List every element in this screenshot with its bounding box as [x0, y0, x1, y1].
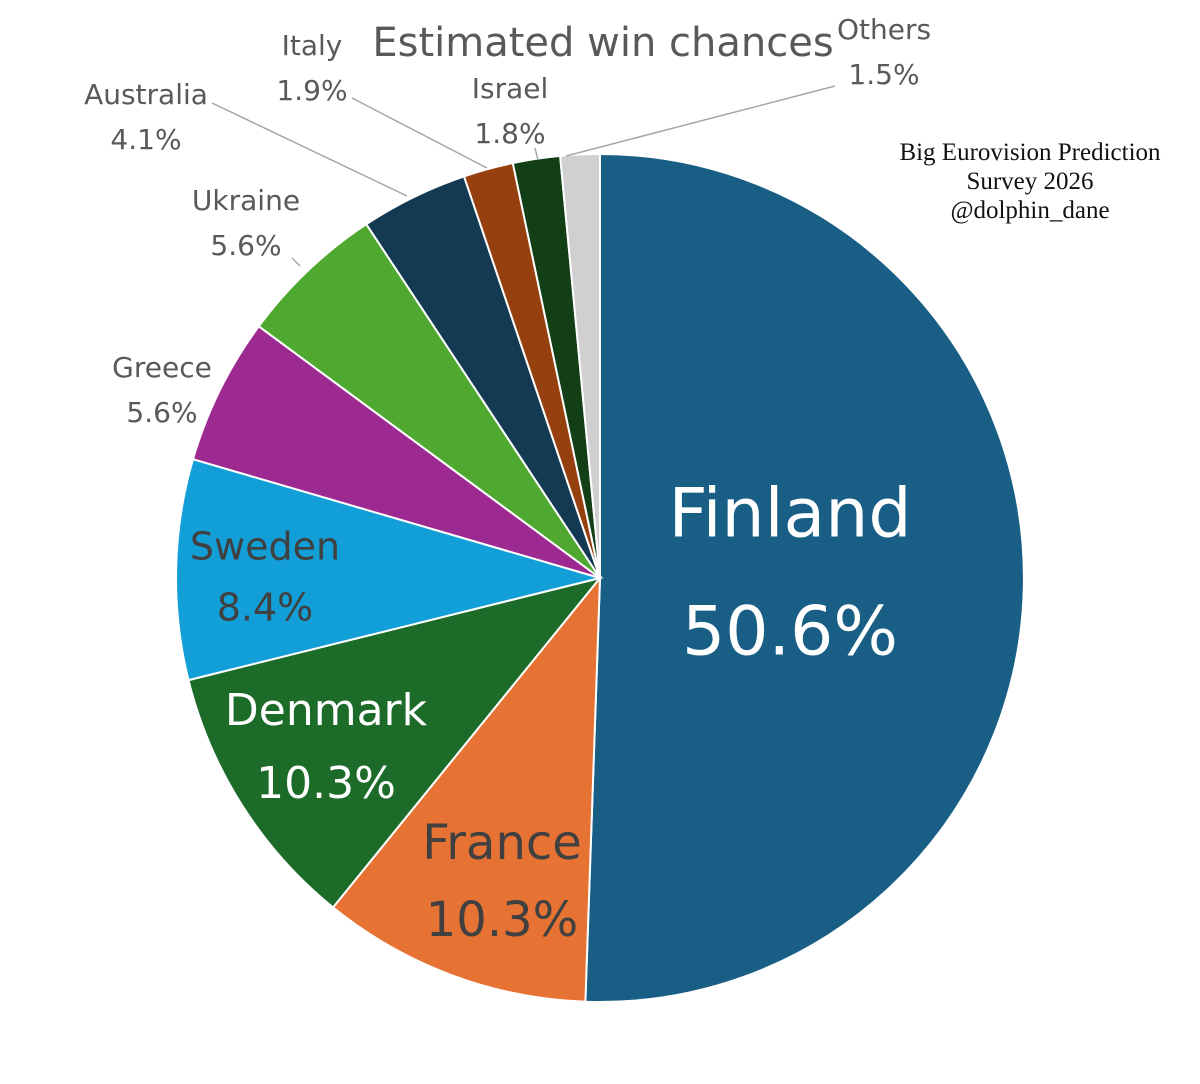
- leader-line-israel: [534, 147, 539, 161]
- pie-labels: Finland 50.6% France 10.3% Denmark 10.3% Swede…: [84, 13, 931, 948]
- slice-label-denmark: Denmark: [225, 685, 428, 736]
- slice-label-france: France: [422, 815, 582, 871]
- slice-label-greece: Greece: [112, 351, 212, 384]
- pie-slice-greece: [191, 324, 601, 579]
- leader-line-italy: [351, 97, 488, 169]
- pie-slice-sweden: [175, 457, 604, 682]
- chart-title: Estimated win chances: [372, 20, 834, 66]
- leader-line-australia: [211, 102, 408, 197]
- credit-line-3: @dolphin_dane: [950, 197, 1110, 224]
- slice-label-ukraine: Ukraine: [192, 184, 300, 217]
- slice-value-israel: 1.8%: [474, 117, 545, 150]
- slice-value-greece: 5.6%: [126, 396, 197, 429]
- slice-value-france: 10.3%: [426, 892, 578, 948]
- leader-line-others: [565, 85, 836, 157]
- pie-slices: [175, 152, 1025, 1003]
- credit-line-2: Survey 2026: [966, 168, 1094, 195]
- pie-slice-others: [559, 152, 601, 579]
- slice-value-italy: 1.9%: [276, 74, 347, 107]
- slice-value-sweden: 8.4%: [217, 586, 314, 630]
- slice-label-australia: Australia: [84, 78, 208, 111]
- slice-value-australia: 4.1%: [110, 123, 181, 156]
- pie-slice-denmark: [187, 576, 603, 909]
- slice-label-others: Others: [837, 13, 931, 46]
- slice-value-finland: 50.6%: [682, 593, 898, 672]
- pie-slice-france: [331, 575, 602, 1003]
- slice-label-finland: Finland: [669, 475, 912, 554]
- slice-value-ukraine: 5.6%: [210, 229, 281, 262]
- pie-slice-finland: [584, 152, 1025, 1003]
- slice-label-sweden: Sweden: [190, 525, 340, 569]
- slice-label-italy: Italy: [282, 29, 343, 62]
- slice-value-others: 1.5%: [848, 58, 919, 91]
- credit-block: Big Eurovision Prediction Survey 2026 @d…: [870, 138, 1190, 225]
- credit-line-1: Big Eurovision Prediction: [899, 139, 1161, 166]
- slice-value-denmark: 10.3%: [256, 758, 396, 809]
- leader-line-ukraine: [291, 257, 301, 267]
- pie-slice-ukraine: [257, 222, 601, 579]
- slice-label-israel: Israel: [472, 72, 549, 105]
